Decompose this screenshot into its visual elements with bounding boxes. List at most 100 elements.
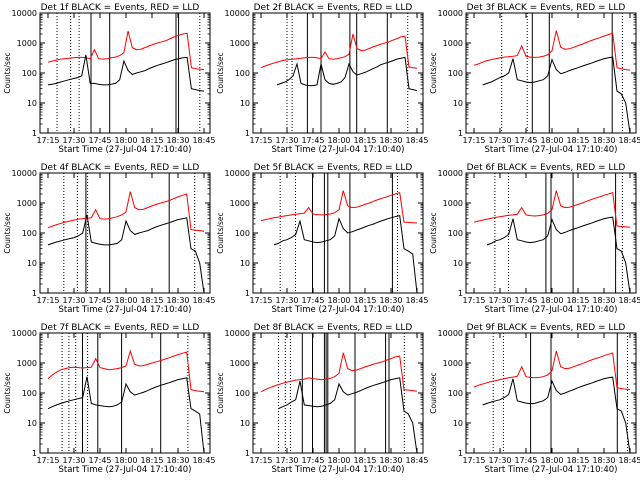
- lld-series-line: [260, 190, 418, 224]
- y-axis-label: Counts/sec: [429, 372, 438, 413]
- plot-frame: [39, 172, 211, 294]
- y-tick-label: 100: [235, 389, 250, 398]
- events-series-line: [47, 214, 205, 294]
- y-axis-label: Counts/sec: [429, 212, 438, 253]
- x-tick-label: 17:45: [514, 456, 537, 465]
- events-series-line: [273, 214, 418, 294]
- x-tick-label: 18:00: [540, 296, 563, 305]
- x-tick-label: 17:15: [249, 296, 272, 305]
- x-axis-label: Start Time (27-Jul-04 17:10:40): [485, 465, 618, 475]
- y-tick-label: 10: [240, 419, 250, 428]
- x-tick-label: 18:30: [379, 456, 402, 465]
- x-tick-label: 17:45: [514, 296, 537, 305]
- x-axis-label: Start Time (27-Jul-04 17:10:40): [59, 145, 192, 155]
- x-tick-label: 17:30: [488, 456, 511, 465]
- y-tick-label: 10: [240, 99, 250, 108]
- x-tick-label: 18:30: [592, 456, 615, 465]
- x-tick-label: 18:15: [140, 136, 163, 145]
- y-axis-label: Counts/sec: [3, 52, 12, 93]
- x-tick-label: 18:15: [566, 296, 589, 305]
- y-tick-label: 1: [32, 289, 37, 298]
- chart-title: Det 7f BLACK = Events, RED = LLD: [41, 323, 200, 333]
- x-tick-label: 18:00: [327, 456, 350, 465]
- x-tick-label: 17:15: [36, 296, 59, 305]
- y-tick-label: 10: [27, 419, 37, 428]
- x-tick-label: 17:15: [249, 456, 272, 465]
- chart-panel: Det 7f BLACK = Events, RED = LLD 1 10 100 10…: [3, 323, 216, 475]
- x-tick-label: 17:15: [249, 136, 272, 145]
- x-tick-label: 18:00: [327, 136, 350, 145]
- x-tick-label: 18:30: [379, 296, 402, 305]
- lld-series-line: [47, 349, 205, 393]
- x-axis-label: Start Time (27-Jul-04 17:10:40): [272, 465, 405, 475]
- y-tick-label: 1: [458, 449, 463, 458]
- x-tick-label: 17:45: [88, 456, 111, 465]
- y-tick-label: 1000: [17, 359, 37, 368]
- chart-title: Det 8f BLACK = Events, RED = LLD: [254, 323, 413, 333]
- chart-panel: Det 1f BLACK = Events, RED = LLD 1 10 100 10…: [3, 3, 216, 155]
- y-tick-label: 10000: [438, 169, 463, 178]
- x-tick-label: 17:15: [462, 136, 485, 145]
- x-tick-label: 18:30: [166, 296, 189, 305]
- chart-title: Det 4f BLACK = Events, RED = LLD: [41, 163, 200, 173]
- y-tick-label: 10: [27, 259, 37, 268]
- lld-series-line: [260, 352, 418, 393]
- chart-title: Det 1f BLACK = Events, RED = LLD: [41, 3, 200, 13]
- x-axis-label: Start Time (27-Jul-04 17:10:40): [485, 305, 618, 315]
- y-tick-label: 10: [453, 419, 463, 428]
- chart-panel: Det 8f BLACK = Events, RED = LLD 1 10 100 10…: [216, 323, 429, 475]
- chart-panel: Det 4f BLACK = Events, RED = LLD 1 10 100 10…: [3, 163, 216, 315]
- plot-frame: [465, 12, 637, 134]
- x-tick-label: 17:45: [301, 456, 324, 465]
- x-tick-label: 17:30: [275, 456, 298, 465]
- y-tick-label: 1: [458, 129, 463, 138]
- y-tick-label: 1000: [230, 39, 250, 48]
- y-tick-label: 1: [245, 449, 250, 458]
- y-axis-label: Counts/sec: [3, 372, 12, 413]
- y-tick-label: 100: [235, 229, 250, 238]
- x-tick-label: 18:15: [140, 456, 163, 465]
- lld-series-line: [473, 190, 631, 228]
- events-series-line: [482, 376, 631, 454]
- y-tick-label: 1: [32, 129, 37, 138]
- y-tick-label: 1: [245, 289, 250, 298]
- x-axis-label: Start Time (27-Jul-04 17:10:40): [272, 145, 405, 155]
- x-tick-label: 18:15: [353, 136, 376, 145]
- x-tick-label: 18:45: [192, 136, 215, 145]
- x-tick-label: 18:45: [618, 296, 640, 305]
- events-series-line: [278, 377, 418, 454]
- y-tick-label: 1000: [443, 359, 463, 368]
- y-axis-label: Counts/sec: [216, 52, 225, 93]
- y-tick-label: 1000: [230, 359, 250, 368]
- y-axis-label: Counts/sec: [216, 372, 225, 413]
- events-series-line: [47, 376, 205, 454]
- x-axis-label: Start Time (27-Jul-04 17:10:40): [272, 305, 405, 315]
- y-axis-label: Counts/sec: [429, 52, 438, 93]
- lld-series-line: [473, 350, 631, 391]
- y-tick-label: 1000: [17, 39, 37, 48]
- y-tick-label: 10000: [225, 169, 250, 178]
- x-tick-label: 17:45: [301, 296, 324, 305]
- events-series-line: [47, 54, 205, 92]
- y-tick-label: 1000: [443, 199, 463, 208]
- x-tick-label: 17:45: [514, 136, 537, 145]
- x-tick-label: 17:15: [36, 456, 59, 465]
- chart-panel: Det 3f BLACK = Events, RED = LLD 1 10 100 10…: [429, 3, 640, 155]
- chart-title: Det 2f BLACK = Events, RED = LLD: [254, 3, 413, 13]
- y-tick-label: 10000: [225, 9, 250, 18]
- x-tick-label: 18:15: [566, 136, 589, 145]
- y-tick-label: 10: [453, 99, 463, 108]
- chart-title: Det 3f BLACK = Events, RED = LLD: [467, 3, 626, 13]
- x-tick-label: 18:30: [592, 296, 615, 305]
- y-tick-label: 10000: [12, 9, 37, 18]
- y-tick-label: 100: [235, 69, 250, 78]
- y-tick-label: 10000: [438, 329, 463, 338]
- y-tick-label: 100: [22, 69, 37, 78]
- x-tick-label: 18:45: [405, 456, 428, 465]
- y-tick-label: 1: [458, 289, 463, 298]
- x-tick-label: 17:30: [275, 296, 298, 305]
- chart-panel: Det 9f BLACK = Events, RED = LLD 1 10 100 10…: [429, 323, 640, 475]
- x-tick-label: 18:00: [114, 456, 137, 465]
- y-tick-label: 10: [27, 99, 37, 108]
- x-tick-label: 18:15: [353, 296, 376, 305]
